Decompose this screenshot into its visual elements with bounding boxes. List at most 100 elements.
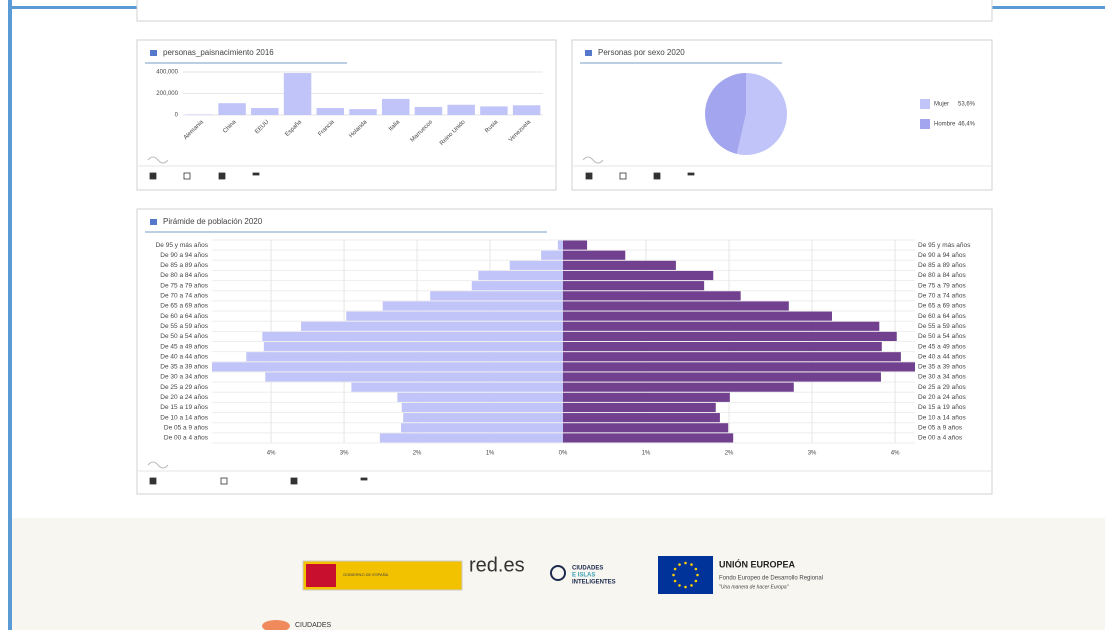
bar (509, 260, 563, 270)
ciudades-text: E ISLAS (572, 573, 595, 579)
bar (563, 342, 882, 352)
y-tick-label: De 35 a 39 años (160, 364, 208, 371)
eu-motto: "Una manera de hacer Europa" (719, 584, 789, 590)
y-tick-label: De 05 a 9 años (918, 424, 963, 431)
bar (212, 362, 563, 372)
star (690, 584, 693, 587)
bar (251, 108, 279, 115)
bar (563, 260, 676, 270)
toolbar-button[interactable] (220, 477, 228, 485)
bar (430, 291, 563, 301)
toolbar-button[interactable] (619, 172, 627, 180)
x-tick-label: 4% (891, 451, 900, 457)
x-tick-label: 2% (725, 451, 734, 457)
bar (283, 73, 312, 115)
y-tick-label: De 65 a 69 años (160, 303, 208, 310)
bar (563, 362, 915, 372)
y-tick-label: De 30 a 34 años (160, 374, 208, 381)
toolbar-button[interactable] (290, 477, 298, 485)
bar (563, 402, 716, 413)
y-tick-label: De 40 a 44 años (918, 353, 966, 360)
star (694, 579, 698, 583)
bar (563, 392, 730, 402)
bar (218, 103, 246, 115)
toolbars (138, 156, 991, 485)
y-tick-label: De 80 a 84 años (160, 272, 208, 279)
bottom-text: CIUDADES (295, 622, 332, 629)
ciudades-text: INTELIGENTES (572, 580, 616, 586)
footer-bg (10, 518, 1105, 630)
legend-value: 46,4% (958, 122, 976, 128)
y-tick-label: De 90 a 94 años (160, 252, 208, 259)
bar (563, 240, 588, 250)
chart-title: personas_paisnacimiento 2016 (163, 48, 274, 57)
title-icon (150, 219, 157, 225)
y-tick-label: De 65 a 69 años (918, 303, 966, 310)
x-tick-label: 2% (413, 451, 422, 457)
bar (246, 352, 563, 362)
toolbar-button[interactable] (183, 172, 191, 180)
bar (316, 108, 345, 115)
bar (563, 352, 901, 362)
bar (263, 342, 563, 352)
y-tick-label: De 85 a 89 años (160, 262, 208, 269)
bar (557, 240, 563, 250)
toolbar-button[interactable] (149, 172, 157, 180)
bar (301, 321, 563, 331)
star (672, 573, 675, 577)
toolbar-button[interactable] (252, 172, 260, 176)
star (678, 563, 681, 566)
bar (351, 382, 563, 392)
y-tick-label: De 20 a 24 años (160, 394, 208, 401)
x-tick-label: 1% (486, 451, 495, 457)
y-tick-label: De 00 a 4 años (918, 435, 963, 442)
y-tick-label: De 95 y más años (918, 242, 971, 249)
bar (563, 301, 789, 311)
toolbar-button[interactable] (218, 172, 226, 180)
y-tick-label: De 45 a 49 años (918, 343, 966, 350)
y-tick-label: 200,000 (156, 91, 178, 97)
bottom-logo (262, 620, 290, 632)
y-tick-label: De 00 a 4 años (164, 435, 209, 442)
bar (563, 250, 626, 260)
bar (262, 331, 563, 341)
bar (563, 311, 832, 321)
bar (480, 106, 508, 115)
legend-label: Mujer (934, 102, 949, 108)
bar (563, 413, 720, 423)
bar (379, 433, 563, 443)
y-tick-label: De 05 a 9 años (164, 424, 209, 431)
y-tick-label: De 10 a 14 años (918, 414, 966, 421)
bar (382, 301, 563, 311)
bar (563, 382, 794, 392)
star (673, 567, 677, 571)
pie-slice (705, 73, 746, 154)
pie-slice (736, 73, 787, 155)
y-tick-label: De 15 a 19 años (160, 404, 208, 411)
y-tick-label: De 90 a 94 años (918, 252, 966, 259)
gov-text: GOBIERNO DE ESPAÑA (343, 572, 389, 577)
bar (414, 106, 443, 115)
y-tick-label: De 75 a 79 años (918, 282, 966, 289)
bar (381, 98, 410, 115)
y-tick-label: De 45 a 49 años (160, 343, 208, 350)
bar (563, 372, 881, 382)
bar (447, 104, 475, 115)
toolbar-button[interactable] (149, 477, 157, 485)
y-tick-label: De 35 a 39 años (918, 364, 966, 371)
bar (401, 423, 563, 433)
sparkline (147, 156, 169, 164)
bar (563, 433, 734, 443)
ciudades-text: CIUDADES (572, 566, 603, 572)
y-tick-label: De 15 a 19 años (918, 404, 966, 411)
toolbar-button[interactable] (585, 172, 593, 180)
eu-title: UNIÓN EUROPEA (719, 558, 796, 569)
toolbar-button[interactable] (653, 172, 661, 180)
bar (349, 109, 377, 115)
toolbar-button[interactable] (360, 477, 368, 481)
bar (563, 331, 897, 341)
y-tick-label: De 40 a 44 años (160, 353, 208, 360)
toolbar-button[interactable] (687, 172, 695, 176)
bar (478, 270, 563, 281)
y-tick-label: 400,000 (156, 70, 178, 76)
